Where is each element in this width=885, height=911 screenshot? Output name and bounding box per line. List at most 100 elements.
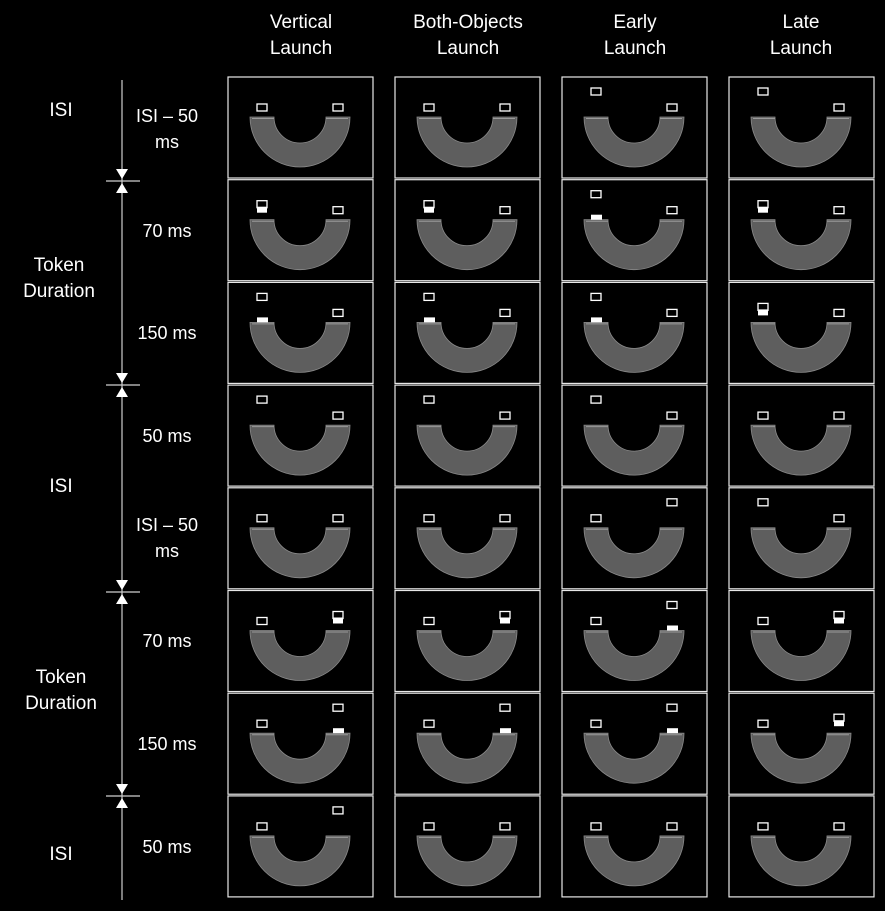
right-object — [666, 498, 678, 507]
left-object — [590, 87, 602, 96]
left-object — [757, 200, 769, 209]
arrowhead-down-icon — [116, 169, 128, 179]
animation-frame — [561, 384, 708, 487]
left-object — [256, 822, 268, 831]
duration-label: 150 ms — [137, 323, 197, 343]
right-object — [666, 103, 678, 112]
curved-track — [583, 630, 685, 681]
animation-frame — [227, 384, 374, 487]
animation-frame — [561, 487, 708, 590]
curved-track — [416, 527, 518, 579]
arrowhead-down-icon — [116, 784, 128, 794]
column-header-line1: Early — [613, 12, 657, 33]
left-object — [423, 395, 435, 404]
curved-track — [750, 835, 852, 887]
right-object — [666, 206, 678, 215]
animation-frame — [394, 692, 541, 795]
left-object — [423, 103, 435, 112]
animation-frame — [227, 692, 374, 795]
animation-frame — [394, 179, 541, 282]
left-launch-marker — [591, 214, 602, 220]
right-launch-marker — [667, 728, 678, 734]
right-object — [332, 514, 344, 523]
animation-frame — [394, 76, 541, 179]
left-object — [423, 822, 435, 831]
right-object — [499, 822, 511, 831]
left-object — [423, 616, 435, 626]
animation-frame — [394, 384, 541, 487]
left-object — [423, 514, 435, 523]
column-header-line1: Late — [782, 12, 820, 33]
right-object — [833, 610, 845, 620]
right-object — [833, 103, 845, 112]
animation-frame — [227, 281, 374, 384]
phase-label-token-duration: Token Duration — [25, 667, 97, 714]
left-launch-marker — [424, 317, 435, 323]
animation-frame — [561, 589, 708, 693]
right-object — [833, 411, 845, 420]
left-object — [423, 719, 435, 728]
curved-track — [416, 424, 518, 476]
curved-track — [249, 732, 351, 784]
curved-track — [750, 322, 852, 373]
arrowhead-up-icon — [116, 798, 128, 808]
curved-track — [416, 835, 518, 887]
curved-track — [583, 424, 685, 476]
column-header-line2: Launch — [769, 38, 833, 59]
right-object — [332, 610, 344, 620]
curved-track — [249, 322, 351, 373]
duration-label: ISI – 50 ms — [135, 515, 199, 561]
phase-label-token-duration: Token Duration — [23, 255, 95, 302]
right-object — [499, 103, 511, 112]
right-object — [499, 514, 511, 523]
duration-label: 70 ms — [142, 221, 192, 241]
column-header-line2: Launch — [603, 38, 667, 59]
right-object — [332, 206, 344, 215]
right-object — [666, 703, 678, 712]
left-launch-marker — [257, 317, 268, 323]
animation-frame — [227, 589, 374, 693]
curved-track — [583, 527, 685, 579]
right-object — [499, 206, 511, 215]
arrowhead-down-icon — [116, 580, 128, 590]
left-object — [757, 498, 769, 507]
right-object-fill — [500, 617, 510, 624]
left-object-fill — [758, 206, 768, 213]
animation-frame — [227, 76, 374, 179]
column-header-line1: Vertical — [269, 12, 333, 33]
right-object — [499, 703, 511, 712]
left-object — [590, 190, 602, 199]
right-object — [332, 703, 344, 712]
left-object — [757, 411, 769, 420]
arrowhead-down-icon — [116, 373, 128, 383]
left-object — [256, 395, 268, 404]
phase-label-isi: ISI — [49, 844, 73, 865]
duration-label: 70 ms — [142, 631, 192, 651]
right-object-fill — [834, 720, 844, 727]
curved-track — [249, 630, 351, 681]
duration-label: 50 ms — [142, 837, 192, 857]
left-object — [256, 200, 268, 209]
left-object — [590, 616, 602, 626]
animation-frame — [561, 179, 708, 282]
right-object — [666, 308, 678, 318]
arrowhead-up-icon — [116, 183, 128, 193]
animation-frame — [394, 795, 541, 898]
phase-label-isi: ISI — [49, 476, 73, 497]
left-object — [256, 514, 268, 523]
curved-track — [750, 732, 852, 784]
animation-frame — [394, 487, 541, 590]
column-header-late-launch: Late Launch — [726, 10, 876, 62]
left-object-fill — [424, 206, 434, 213]
left-object — [256, 292, 268, 302]
right-object — [666, 600, 678, 610]
curved-track — [416, 322, 518, 373]
left-object — [256, 719, 268, 728]
left-object — [757, 87, 769, 96]
left-object — [757, 302, 769, 312]
curved-track — [583, 219, 685, 271]
left-object — [590, 292, 602, 302]
right-object — [332, 308, 344, 318]
curved-track — [249, 835, 351, 887]
right-launch-marker — [667, 625, 678, 631]
